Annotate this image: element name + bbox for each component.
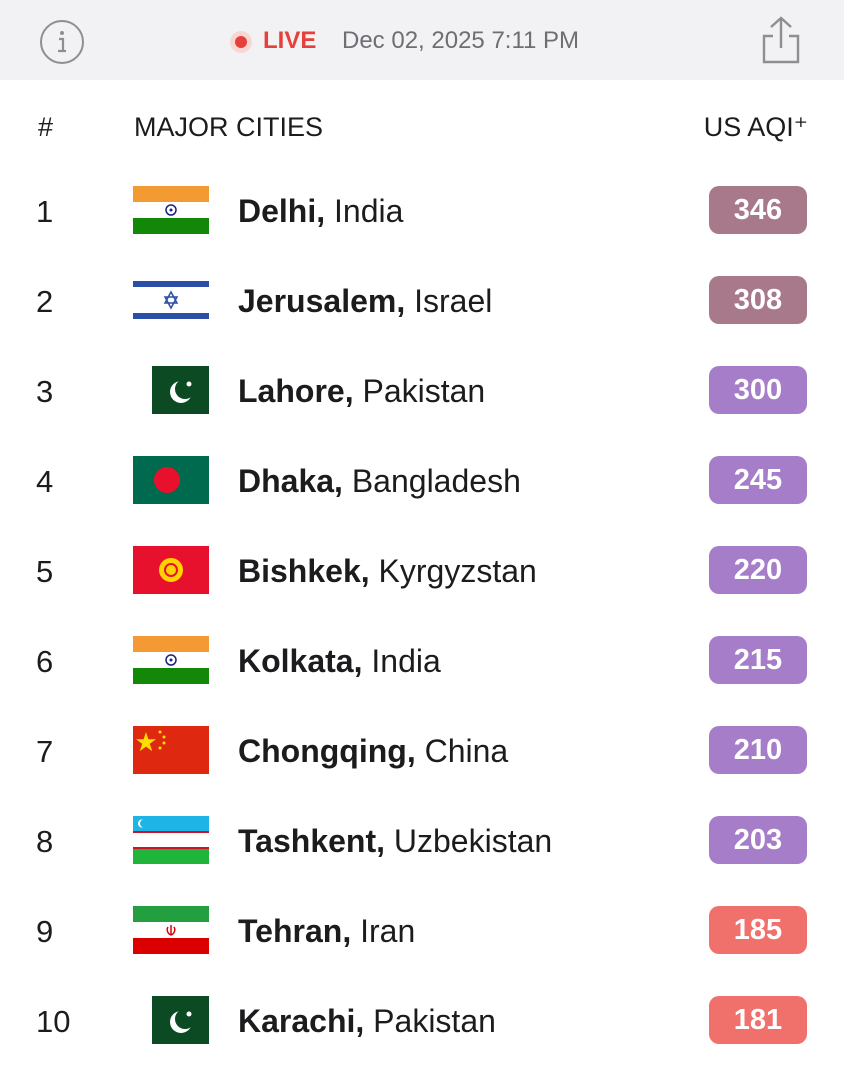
rank: 5 bbox=[36, 554, 54, 589]
live-label: LIVE bbox=[263, 27, 317, 54]
aqi-badge: 245 bbox=[709, 456, 807, 504]
rank: 2 bbox=[36, 284, 54, 319]
city-name: Jerusalem, Israel bbox=[238, 283, 492, 320]
city: Tashkent, bbox=[238, 823, 385, 859]
country: Pakistan bbox=[362, 373, 486, 409]
city: Chongqing, bbox=[238, 733, 416, 769]
city-name: Tashkent, Uzbekistan bbox=[238, 823, 552, 860]
flag bbox=[133, 546, 209, 594]
aqi-badge: 181 bbox=[709, 996, 807, 1044]
table-row[interactable]: 5 Bishkek, Kyrgyzstan 220 bbox=[0, 540, 844, 600]
city: Delhi, bbox=[238, 193, 326, 229]
table-row[interactable]: 1 Delhi, India 346 bbox=[0, 180, 844, 240]
table-row[interactable]: 8 Tashkent, Uzbekistan 203 bbox=[0, 810, 844, 870]
flag bbox=[133, 456, 209, 504]
city-name: Kolkata, India bbox=[238, 643, 441, 680]
table-row[interactable]: 2 Jerusalem, Israel 308 bbox=[0, 270, 844, 330]
table-row[interactable]: 4 Dhaka, Bangladesh 245 bbox=[0, 450, 844, 510]
flag bbox=[133, 816, 209, 864]
rank: 9 bbox=[36, 914, 54, 949]
column-header: US AQI⁺ bbox=[703, 112, 808, 142]
city-name: Tehran, Iran bbox=[238, 913, 415, 950]
rank: 1 bbox=[36, 194, 54, 229]
datetime: Dec 02, 2025 7:11 PM bbox=[342, 27, 580, 54]
country: Bangladesh bbox=[351, 463, 521, 499]
city: Jerusalem, bbox=[238, 283, 406, 319]
share-button[interactable] bbox=[758, 14, 804, 66]
flag bbox=[133, 906, 209, 954]
info-button[interactable] bbox=[38, 18, 86, 66]
aqi-badge: 215 bbox=[709, 636, 807, 684]
aqi-badge: 185 bbox=[709, 906, 807, 954]
city-name: Delhi, India bbox=[238, 193, 403, 230]
table-row[interactable]: 10 Karachi, Pakistan 181 bbox=[0, 990, 844, 1050]
top-bar: LIVE Dec 02, 2025 7:11 PM bbox=[0, 0, 844, 80]
country: China bbox=[424, 733, 509, 769]
city-name: Karachi, Pakistan bbox=[238, 1003, 496, 1040]
column-header: MAJOR CITIES bbox=[134, 112, 324, 142]
city: Bishkek, bbox=[238, 553, 370, 589]
city: Karachi, bbox=[238, 1003, 365, 1039]
city: Lahore, bbox=[238, 373, 354, 409]
flag bbox=[133, 726, 209, 774]
rank: 7 bbox=[36, 734, 54, 769]
aqi-badge: 300 bbox=[709, 366, 807, 414]
rank: 10 bbox=[36, 1004, 71, 1039]
city: Dhaka, bbox=[238, 463, 343, 499]
table-row[interactable]: 6 Kolkata, India 215 bbox=[0, 630, 844, 690]
aqi-badge: 346 bbox=[709, 186, 807, 234]
rank: 4 bbox=[36, 464, 54, 499]
flag bbox=[133, 186, 209, 234]
flag bbox=[133, 276, 209, 324]
city-name: Chongqing, China bbox=[238, 733, 508, 770]
rank: 6 bbox=[36, 644, 54, 679]
city-name: Lahore, Pakistan bbox=[238, 373, 485, 410]
city-name: Bishkek, Kyrgyzstan bbox=[238, 553, 537, 590]
table-row[interactable]: 3 Lahore, Pakistan 300 bbox=[0, 360, 844, 420]
live-dot bbox=[230, 31, 252, 53]
city: Kolkata, bbox=[238, 643, 363, 679]
rank: 3 bbox=[36, 374, 54, 409]
table-row[interactable]: 9 Tehran, Iran 185 bbox=[0, 900, 844, 960]
aqi-badge: 308 bbox=[709, 276, 807, 324]
country: Pakistan bbox=[373, 1003, 496, 1039]
country: India bbox=[371, 643, 441, 679]
country: Iran bbox=[360, 913, 416, 949]
rank: 8 bbox=[36, 824, 54, 859]
country: Kyrgyzstan bbox=[378, 553, 537, 589]
table-row[interactable]: 7 Chongqing, China 210 bbox=[0, 720, 844, 780]
flag bbox=[133, 636, 209, 684]
city: Tehran, bbox=[238, 913, 352, 949]
aqi-badge: 220 bbox=[709, 546, 807, 594]
flag bbox=[152, 996, 209, 1044]
aqi-badge: 210 bbox=[709, 726, 807, 774]
city-name: Dhaka, Bangladesh bbox=[238, 463, 521, 500]
country: India bbox=[334, 193, 404, 229]
country: Israel bbox=[414, 283, 493, 319]
column-header: # bbox=[38, 112, 54, 142]
country: Uzbekistan bbox=[393, 823, 553, 859]
flag bbox=[152, 366, 209, 414]
aqi-badge: 203 bbox=[709, 816, 807, 864]
